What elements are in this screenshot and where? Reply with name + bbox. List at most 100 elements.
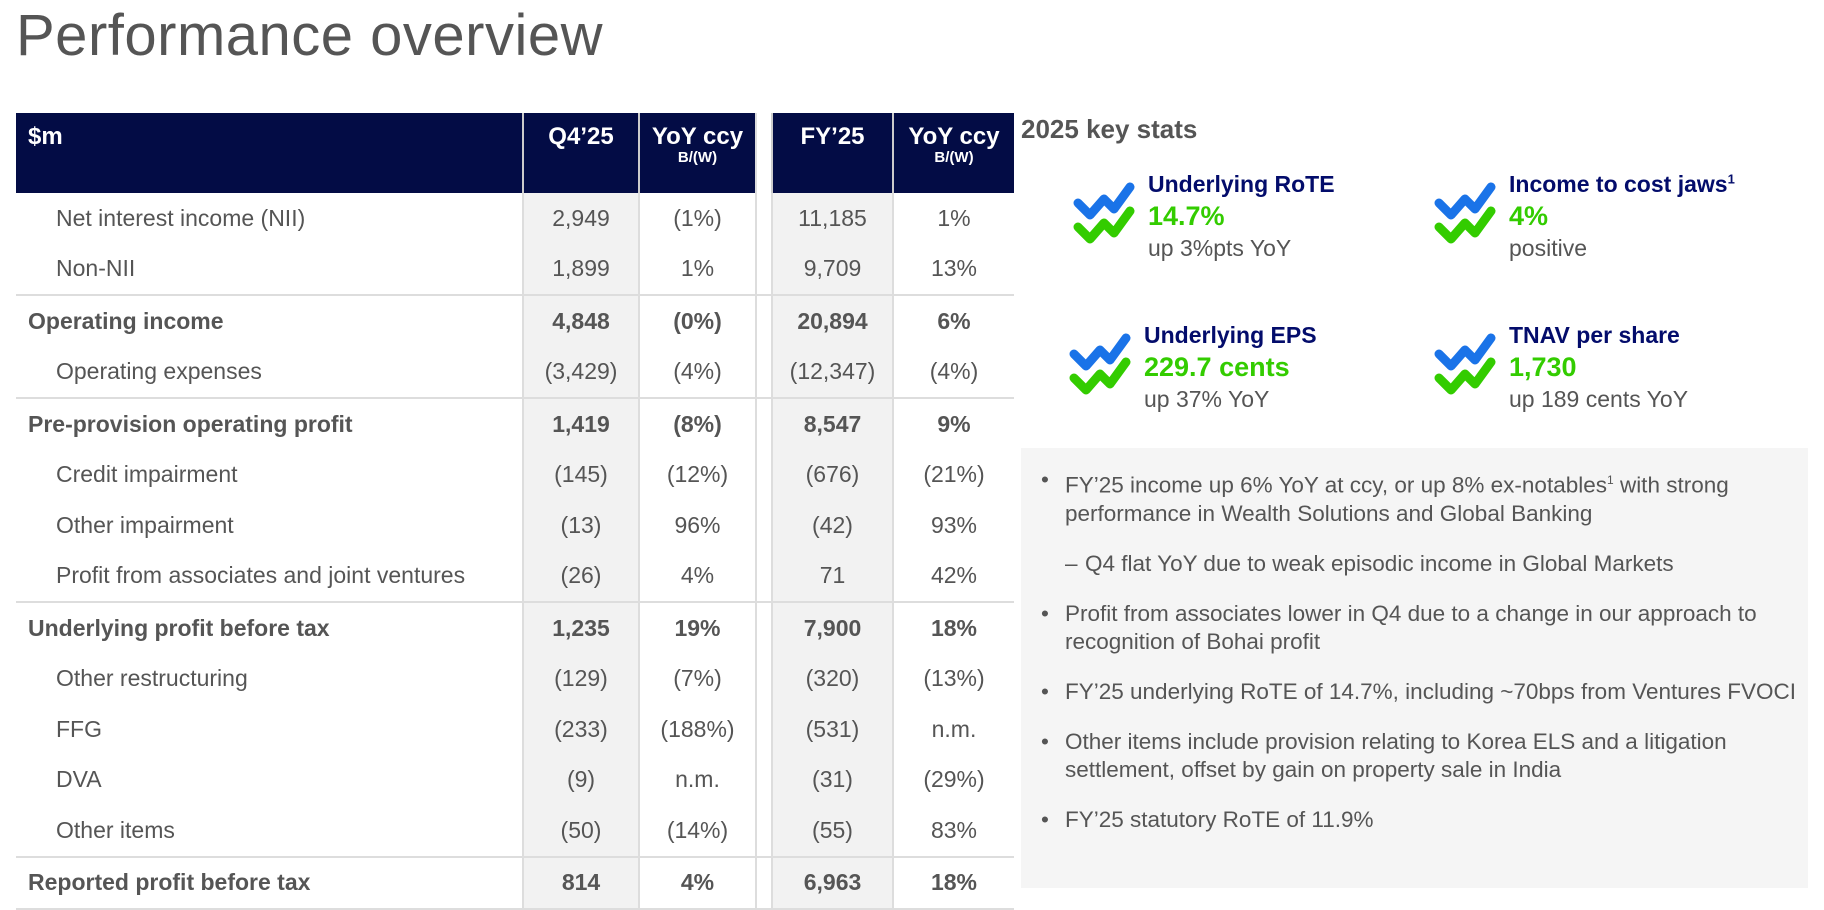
q4-yoy: (1%) bbox=[638, 193, 756, 244]
column-gap bbox=[755, 754, 772, 805]
fy-value: 9,709 bbox=[771, 243, 893, 295]
q4-value: 1,235 bbox=[522, 601, 639, 654]
fy-yoy: (21%) bbox=[892, 449, 1014, 500]
table-row: Net interest income (NII) 2,949 (1%) 11,185… bbox=[16, 193, 1014, 244]
column-gap bbox=[755, 243, 772, 295]
q4-yoy: (8%) bbox=[638, 397, 756, 450]
column-gap bbox=[755, 294, 772, 347]
note-bullet: FY’25 underlying RoTE of 14.7%, includin… bbox=[1041, 678, 1798, 706]
stat-title-text: TNAV per share bbox=[1509, 322, 1680, 348]
table-row: Operating income 4,848 (0%) 20,894 6% bbox=[16, 294, 1014, 347]
q4-value: 814 bbox=[522, 855, 639, 910]
stat-subtext: up 3%pts YoY bbox=[1148, 235, 1292, 261]
fy-value: (42) bbox=[771, 500, 893, 551]
fy-value: 71 bbox=[771, 550, 893, 602]
fy-value: (31) bbox=[771, 754, 893, 805]
q4-yoy: 19% bbox=[638, 601, 756, 654]
table-row: Other restructuring (129) (7%) (320) (13%) bbox=[16, 653, 1014, 704]
row-label: Operating expenses bbox=[56, 358, 262, 385]
fy-value: 11,185 bbox=[771, 193, 893, 244]
q4-yoy: (12%) bbox=[638, 449, 756, 500]
stat-subtext: up 189 cents YoY bbox=[1509, 386, 1689, 412]
q4-yoy: (188%) bbox=[638, 704, 756, 755]
column-gap bbox=[755, 500, 772, 551]
q4-yoy: n.m. bbox=[638, 754, 756, 805]
fy-value: 8,547 bbox=[771, 397, 893, 450]
note-sub-bullet: Q4 flat YoY due to weak episodic income … bbox=[1041, 550, 1798, 578]
column-gap bbox=[755, 855, 772, 910]
column-gap bbox=[755, 346, 772, 398]
stat-title: Income to cost jaws1 bbox=[1509, 171, 1735, 198]
q4-yoy: (0%) bbox=[638, 294, 756, 347]
stat-title-text: Income to cost jaws bbox=[1509, 171, 1728, 197]
q4-value: 1,419 bbox=[522, 397, 639, 450]
row-label: Profit from associates and joint venture… bbox=[56, 562, 466, 589]
row-label: Other restructuring bbox=[56, 665, 248, 692]
header-yoy-q4: YoY ccy B/(W) bbox=[638, 113, 756, 193]
stat-title-text: Underlying EPS bbox=[1144, 322, 1317, 348]
q4-value: (50) bbox=[522, 805, 639, 857]
column-gap bbox=[755, 704, 772, 755]
table-row: Profit from associates and joint venture… bbox=[16, 550, 1014, 602]
header-yoy-label: YoY ccy bbox=[908, 123, 1000, 150]
q4-value: (145) bbox=[522, 449, 639, 500]
fy-yoy: 13% bbox=[892, 243, 1014, 295]
header-yoy-label: YoY ccy bbox=[651, 123, 744, 150]
double-trend-check-icon bbox=[1434, 333, 1496, 395]
fy-value: 20,894 bbox=[771, 294, 893, 347]
header-label: $m bbox=[16, 113, 523, 193]
stat-title: TNAV per share bbox=[1509, 322, 1680, 349]
commentary-box: FY’25 income up 6% YoY at ccy, or up 8% … bbox=[1021, 448, 1808, 888]
header-fy: FY’25 bbox=[771, 113, 893, 193]
table-row: DVA (9) n.m. (31) (29%) bbox=[16, 754, 1014, 805]
fy-yoy: 83% bbox=[892, 805, 1014, 857]
q4-yoy: 4% bbox=[638, 855, 756, 910]
q4-value: (233) bbox=[522, 704, 639, 755]
table-row: Reported profit before tax 814 4% 6,963 18% bbox=[16, 855, 1014, 910]
fy-value: (676) bbox=[771, 449, 893, 500]
note-bullet: FY’25 income up 6% YoY at ccy, or up 8% … bbox=[1041, 466, 1798, 528]
row-label: Operating income bbox=[16, 294, 523, 347]
note-text: FY’25 income up 6% YoY at ccy, or up 8% … bbox=[1065, 472, 1607, 498]
fy-value: (12,347) bbox=[771, 346, 893, 398]
column-gap bbox=[755, 550, 772, 602]
table-row: Operating expenses (3,429) (4%) (12,347) (4%… bbox=[16, 346, 1014, 398]
header-q4: Q4’25 bbox=[522, 113, 639, 193]
header-yoy-sub: B/(W) bbox=[677, 149, 718, 166]
stat-title-text: Underlying RoTE bbox=[1148, 171, 1335, 197]
table-row: Non-NII 1,899 1% 9,709 13% bbox=[16, 243, 1014, 295]
column-gap bbox=[755, 397, 772, 450]
q4-value: (3,429) bbox=[522, 346, 639, 398]
column-gap bbox=[755, 113, 772, 193]
row-label: Credit impairment bbox=[56, 461, 238, 488]
double-trend-check-icon bbox=[1073, 182, 1135, 244]
table-row: FFG (233) (188%) (531) n.m. bbox=[16, 704, 1014, 755]
fy-yoy: 6% bbox=[892, 294, 1014, 347]
fy-value: 6,963 bbox=[771, 855, 893, 910]
stat-value: 229.7 cents bbox=[1144, 352, 1290, 382]
key-stats-heading: 2025 key stats bbox=[1021, 114, 1198, 144]
fy-value: 7,900 bbox=[771, 601, 893, 654]
fy-value: (531) bbox=[771, 704, 893, 755]
q4-yoy: (7%) bbox=[638, 653, 756, 704]
fy-yoy: n.m. bbox=[892, 704, 1014, 755]
stat-subtext: up 37% YoY bbox=[1144, 386, 1270, 412]
fy-yoy: (4%) bbox=[892, 346, 1014, 398]
fy-yoy: 18% bbox=[892, 601, 1014, 654]
column-gap bbox=[755, 653, 772, 704]
table-row: Pre-provision operating profit 1,419 (8%) 8… bbox=[16, 397, 1014, 450]
q4-value: (26) bbox=[522, 550, 639, 602]
stat-title: Underlying RoTE bbox=[1148, 171, 1335, 198]
fy-yoy: 1% bbox=[892, 193, 1014, 244]
row-label: FFG bbox=[56, 715, 102, 742]
fy-value: (320) bbox=[771, 653, 893, 704]
note-bullet: Profit from associates lower in Q4 due t… bbox=[1041, 600, 1798, 656]
q4-yoy: 4% bbox=[638, 550, 756, 602]
header-yoy-fy: YoY ccy B/(W) bbox=[892, 113, 1014, 193]
fy-yoy: (13%) bbox=[892, 653, 1014, 704]
table-header: $m Q4’25 YoY ccy B/(W) FY’25 YoY ccy B/(W) bbox=[16, 113, 1014, 193]
table-row: Underlying profit before tax 1,235 19% 7,90… bbox=[16, 601, 1014, 654]
q4-value: 2,949 bbox=[522, 193, 639, 244]
row-label: Reported profit before tax bbox=[16, 855, 523, 910]
fy-value: (55) bbox=[771, 805, 893, 857]
